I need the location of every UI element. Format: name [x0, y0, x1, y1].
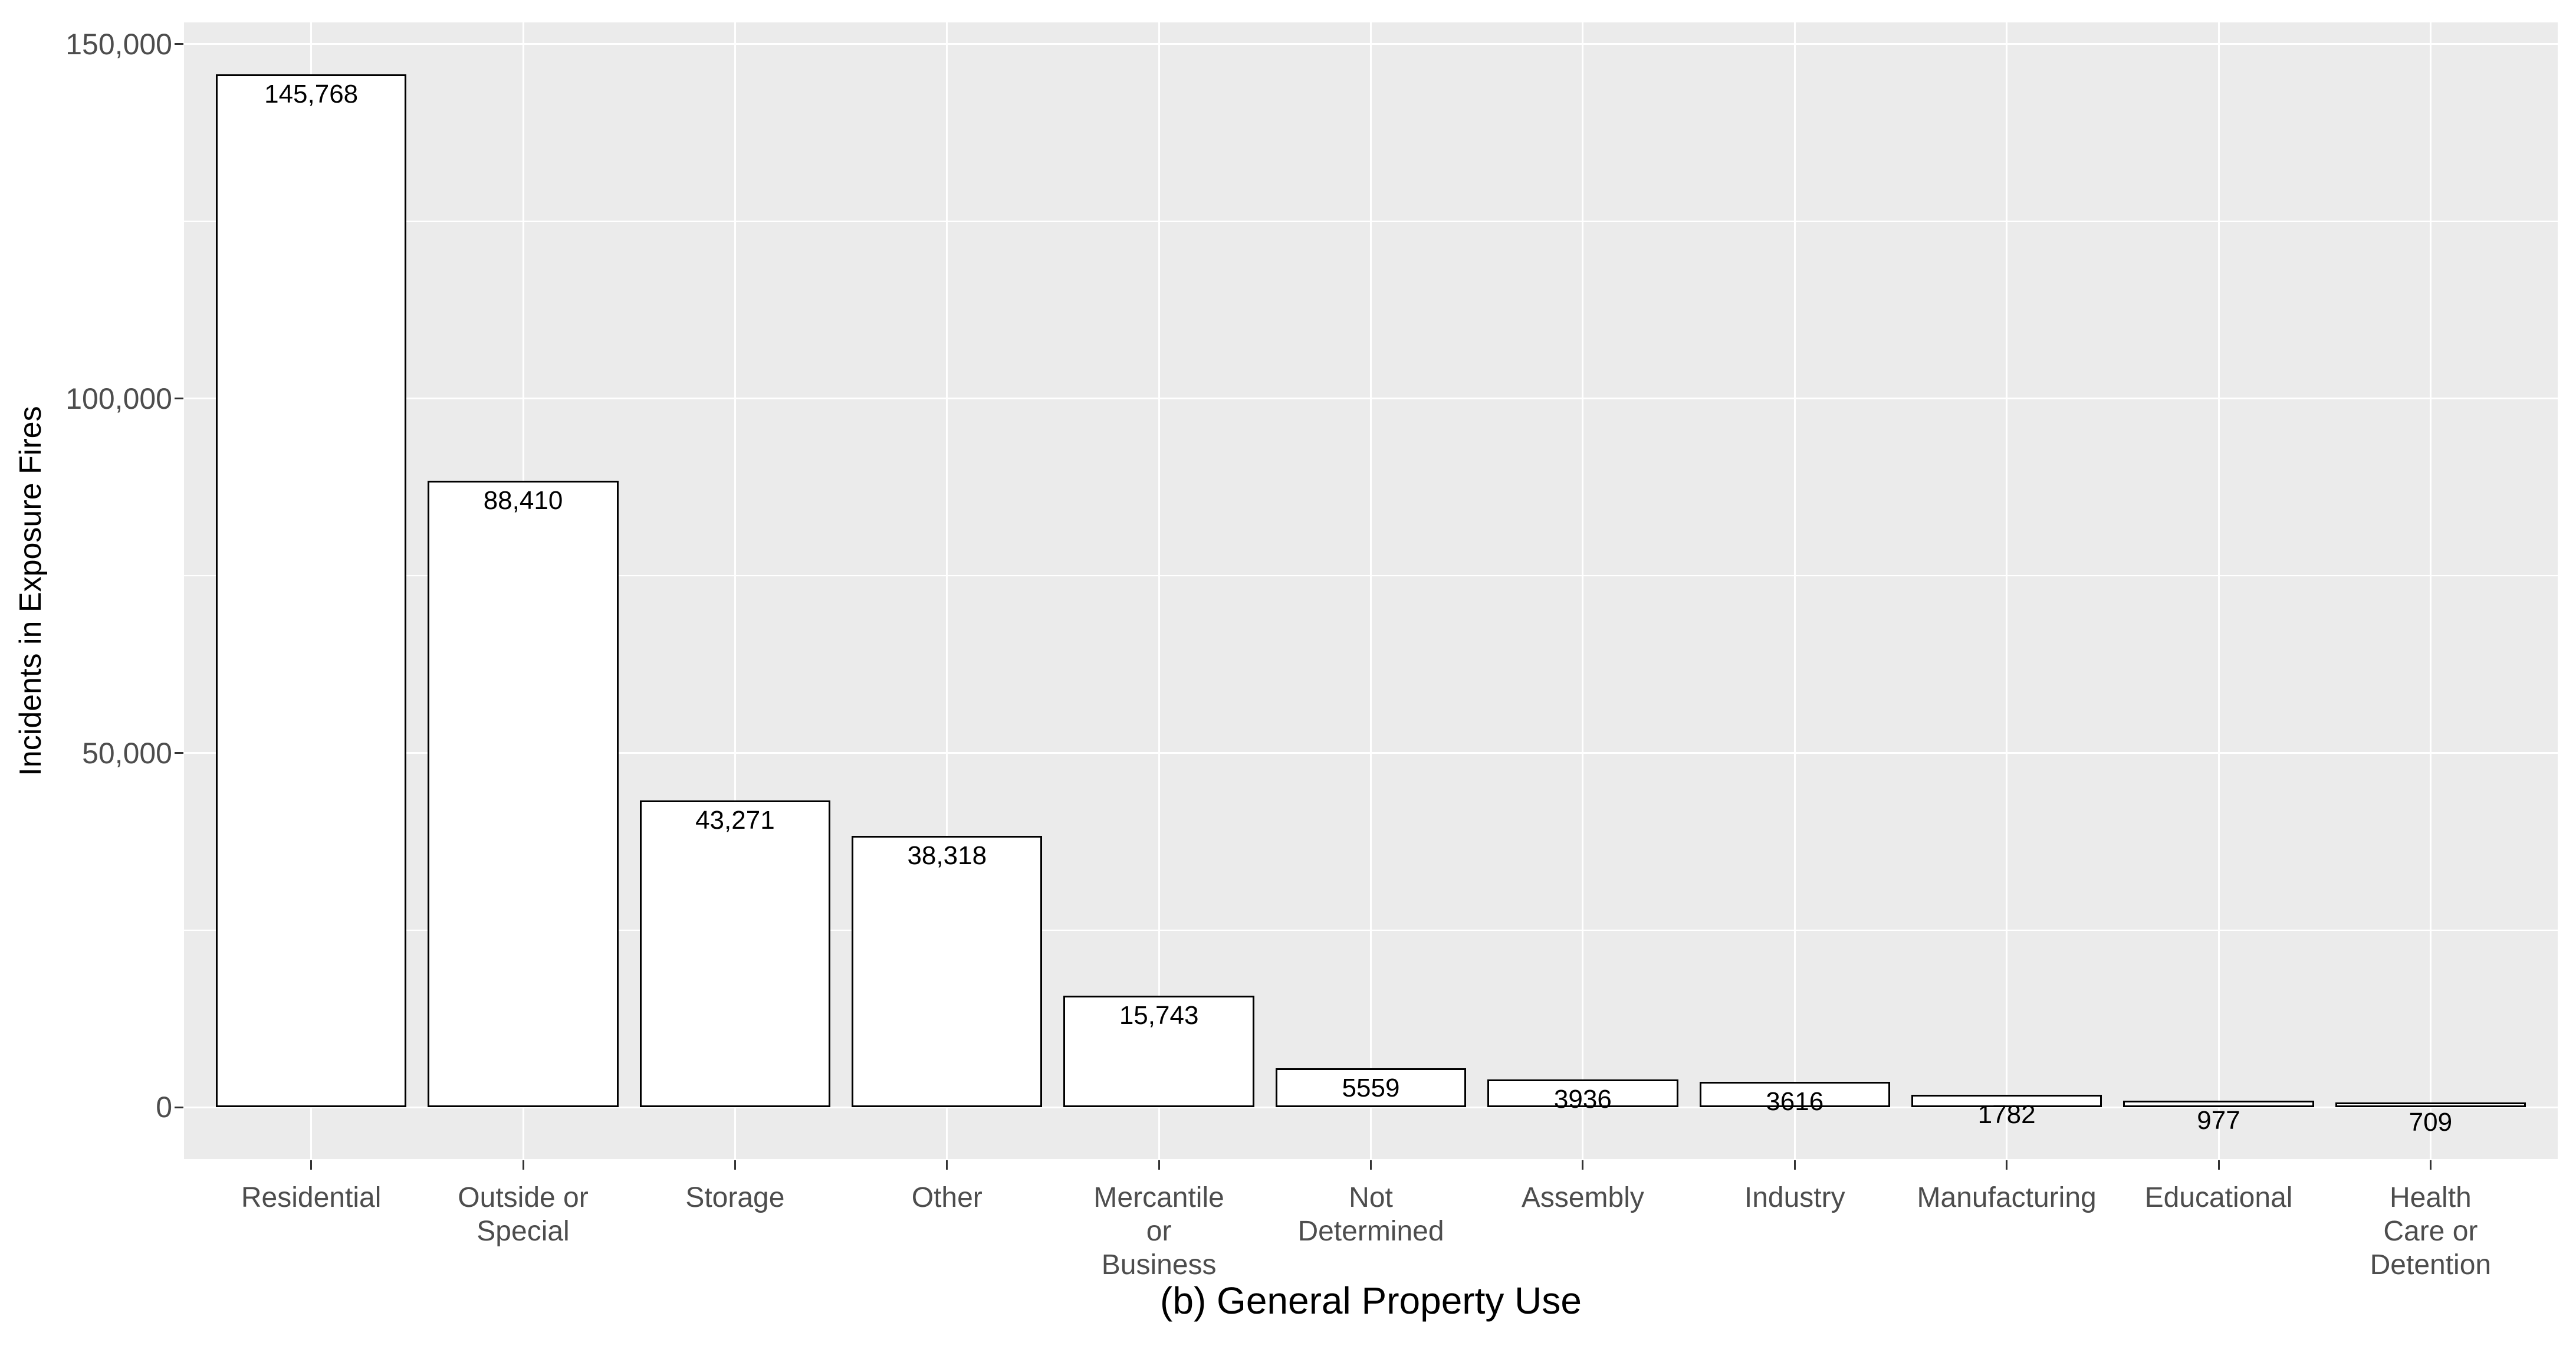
- bar-assembly: [1487, 1079, 1678, 1108]
- bar-other: [852, 835, 1043, 1108]
- vertical-major-gridline: [2429, 22, 2432, 1159]
- x-tick-label: Manufacturing: [1917, 1182, 2097, 1213]
- x-tick-mark: [1158, 1160, 1160, 1170]
- bar-value-label: 3936: [1553, 1085, 1612, 1114]
- x-tick-mark: [1582, 1160, 1584, 1170]
- vertical-major-gridline: [946, 22, 948, 1159]
- x-tick-label: Industry: [1744, 1182, 1845, 1213]
- bar-storage: [639, 800, 831, 1108]
- x-tick-label: Outside or Special: [458, 1182, 589, 1247]
- bar-value-label: 145,768: [264, 79, 359, 109]
- bar-industry: [1699, 1081, 1890, 1108]
- x-axis-title: (b) General Property Use: [1160, 1279, 1582, 1322]
- x-tick-label: Assembly: [1521, 1182, 1644, 1213]
- vertical-major-gridline: [1370, 22, 1372, 1159]
- y-tick-mark: [175, 752, 183, 754]
- x-tick-label: Mercantile or Business: [1093, 1182, 1224, 1281]
- vertical-major-gridline: [2217, 22, 2220, 1159]
- y-tick-mark: [175, 398, 183, 400]
- y-tick-label: 100,000: [65, 382, 172, 415]
- x-tick-label: Health Care or Detention: [2370, 1182, 2492, 1281]
- y-axis-title: Incidents in Exposure Fires: [14, 405, 48, 776]
- y-tick-mark: [175, 1106, 183, 1108]
- x-tick-mark: [522, 1160, 524, 1170]
- bar-outside-or-special: [428, 480, 619, 1108]
- bar-educational: [2123, 1100, 2314, 1108]
- bar-value-label: 709: [2409, 1107, 2453, 1137]
- vertical-major-gridline: [1158, 22, 1160, 1159]
- x-tick-mark: [2429, 1160, 2432, 1170]
- x-tick-label: Residential: [241, 1182, 382, 1213]
- bar-manufacturing: [1911, 1094, 2102, 1108]
- bar-value-label: 15,743: [1119, 1001, 1199, 1030]
- bar-residential: [215, 74, 407, 1108]
- y-tick-label: 150,000: [65, 27, 172, 61]
- x-tick-label: Educational: [2144, 1182, 2293, 1213]
- bar-value-label: 88,410: [483, 485, 563, 515]
- bar-health-care-or-detention: [2335, 1102, 2526, 1108]
- x-tick-mark: [734, 1160, 736, 1170]
- bar-value-label: 3616: [1766, 1087, 1824, 1116]
- bar-not-determined: [1275, 1068, 1467, 1108]
- vertical-major-gridline: [1582, 22, 1584, 1159]
- y-tick-label: 0: [156, 1091, 172, 1124]
- vertical-major-gridline: [2006, 22, 2008, 1159]
- x-tick-mark: [1370, 1160, 1372, 1170]
- x-tick-mark: [1793, 1160, 1796, 1170]
- plot-panel: 145,768 88,410 43,271 38,318 15,743 5559 3936 3…: [184, 22, 2558, 1159]
- x-tick-label: Other: [911, 1182, 983, 1213]
- bar-value-label: 43,271: [695, 806, 775, 835]
- x-tick-mark: [2006, 1160, 2008, 1170]
- x-tick-label: Storage: [685, 1182, 785, 1213]
- vertical-major-gridline: [734, 22, 736, 1159]
- x-tick-mark: [2217, 1160, 2220, 1170]
- bar-value-label: 1782: [1977, 1099, 2036, 1129]
- x-tick-mark: [310, 1160, 313, 1170]
- bar-value-label: 38,318: [907, 841, 987, 870]
- x-tick-mark: [946, 1160, 948, 1170]
- bar-value-label: 977: [2197, 1105, 2240, 1135]
- y-tick-label: 50,000: [82, 736, 172, 770]
- bar-value-label: 5559: [1342, 1073, 1400, 1102]
- x-tick-label: Not Determined: [1297, 1182, 1444, 1247]
- bar-mercantile-or-business: [1063, 996, 1254, 1108]
- vertical-major-gridline: [1793, 22, 1796, 1159]
- y-tick-mark: [175, 43, 183, 45]
